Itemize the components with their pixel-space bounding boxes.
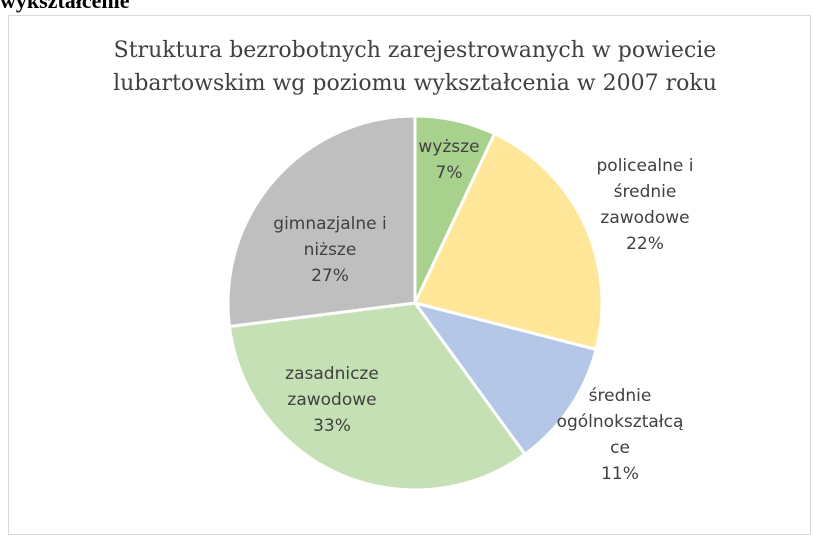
data-label: gimnazjalne i niższe 27%: [255, 211, 405, 289]
category-label: gimnazjalne i niższe: [273, 214, 387, 260]
data-label: średnie ogólnokształcące 11%: [555, 383, 685, 487]
value-label: 33%: [313, 416, 351, 436]
chart-title: Struktura bezrobotnych zarejestrowanych …: [113, 38, 717, 96]
category-label: średnie ogólnokształcące: [556, 386, 684, 458]
value-label: 7%: [435, 163, 463, 183]
value-label: 11%: [601, 464, 639, 484]
pie-slice: [227, 301, 528, 492]
category-label: zasadnicze zawodowe: [285, 364, 379, 410]
category-label: wyższe: [418, 137, 480, 157]
data-label: wyższe 7%: [404, 134, 494, 186]
heading: wykształcenie: [0, 0, 130, 13]
value-label: 22%: [626, 234, 664, 254]
data-label: zasadnicze zawodowe 33%: [262, 361, 402, 439]
pie-slice: [226, 114, 417, 329]
category-label: policealne i średnie zawodowe: [596, 156, 694, 228]
value-label: 27%: [311, 266, 349, 286]
data-label: policealne i średnie zawodowe 22%: [580, 153, 710, 257]
pie-slice: [412, 131, 604, 352]
pie-slice: [411, 300, 598, 457]
